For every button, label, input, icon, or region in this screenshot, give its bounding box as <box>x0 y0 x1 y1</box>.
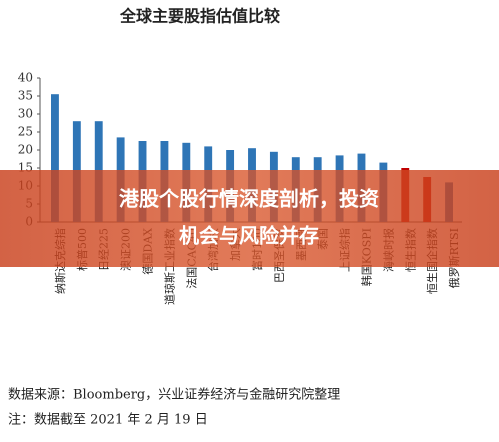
note: 注：数据截至 2021 年 2 月 19 日 <box>8 413 208 428</box>
y-tick-label: 25 <box>18 125 33 139</box>
banner-line: 港股个股行情深度剖析，投资 <box>119 187 379 211</box>
bar <box>51 94 59 222</box>
y-tick-label: 35 <box>18 89 33 103</box>
banner-line: 机会与风险并存 <box>179 224 319 248</box>
y-tick-label: 30 <box>18 107 33 121</box>
source: 数据来源：Bloomberg，兴业证券经济与金融研究院整理 <box>8 387 340 403</box>
y-tick-label: 20 <box>18 143 33 157</box>
banner <box>0 170 499 267</box>
chart-title: 全球主要股指估值比较 <box>119 7 280 26</box>
y-tick-label: 40 <box>18 71 33 85</box>
